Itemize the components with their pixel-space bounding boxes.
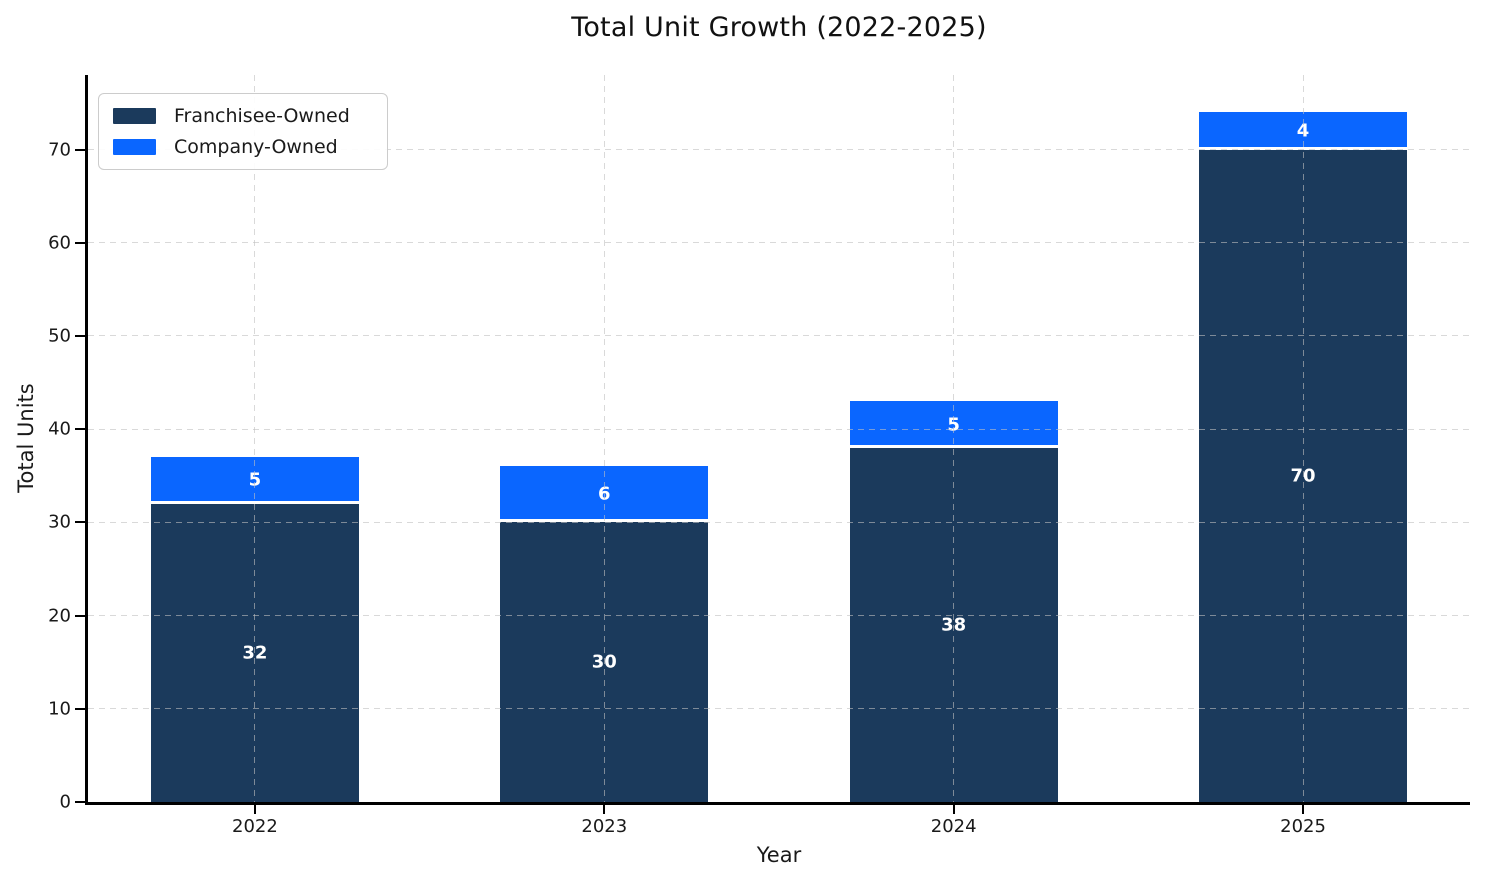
y-tick-label: 50 [48,325,71,347]
gridline-vertical [603,75,605,802]
gridline-vertical [254,75,256,802]
y-axis-label: Total Units [14,383,38,493]
gridline-horizontal [88,615,1470,617]
x-tick-label: 2022 [232,816,278,837]
gridline-horizontal [88,521,1470,523]
plot-area: 325306385704 010203040506070202220232024… [48,75,1470,837]
y-tick-label: 60 [48,232,71,254]
x-axis-spine [85,802,1470,805]
chart-title: Total Unit Growth (2022-2025) [571,12,987,43]
y-tick-label: 20 [48,605,71,627]
gridline-horizontal [88,149,1470,151]
y-tick-mark [75,521,85,524]
gridline-vertical [1302,75,1304,802]
legend-item-franchisee-owned: Franchisee-Owned [113,105,373,127]
legend-item-company-owned: Company-Owned [113,136,373,158]
legend: Franchisee-Owned Company-Owned [98,93,388,170]
y-tick-mark [75,428,85,431]
x-tick-label: 2025 [1280,816,1326,837]
x-axis-label: Year [756,843,802,867]
gridline-horizontal [88,335,1470,337]
x-tick-mark [952,805,955,814]
y-tick-mark [75,801,85,803]
gridline-horizontal [88,242,1470,244]
legend-label-franchisee-owned: Franchisee-Owned [174,105,350,127]
x-tick-mark [253,805,256,814]
y-tick-mark [75,241,85,244]
y-tick-mark [75,707,85,710]
y-axis-spine [85,75,88,805]
legend-swatch-franchisee-owned [113,108,156,124]
x-tick-mark [603,805,606,814]
gridline-horizontal [88,428,1470,430]
y-tick-mark [75,148,85,151]
gridline-vertical [953,75,955,802]
legend-swatch-company-owned [113,139,156,155]
x-tick-label: 2024 [930,816,977,837]
gridline-horizontal [88,708,1470,710]
y-tick-label: 30 [48,511,71,533]
x-tick-label: 2023 [581,816,628,837]
legend-label-company-owned: Company-Owned [174,136,338,158]
y-tick-label: 0 [59,791,71,813]
x-tick-mark [1302,805,1305,814]
y-tick-mark [75,614,85,617]
y-tick-label: 40 [48,418,71,440]
y-tick-mark [75,334,85,337]
y-tick-label: 10 [48,698,71,720]
y-tick-label: 70 [48,139,71,161]
